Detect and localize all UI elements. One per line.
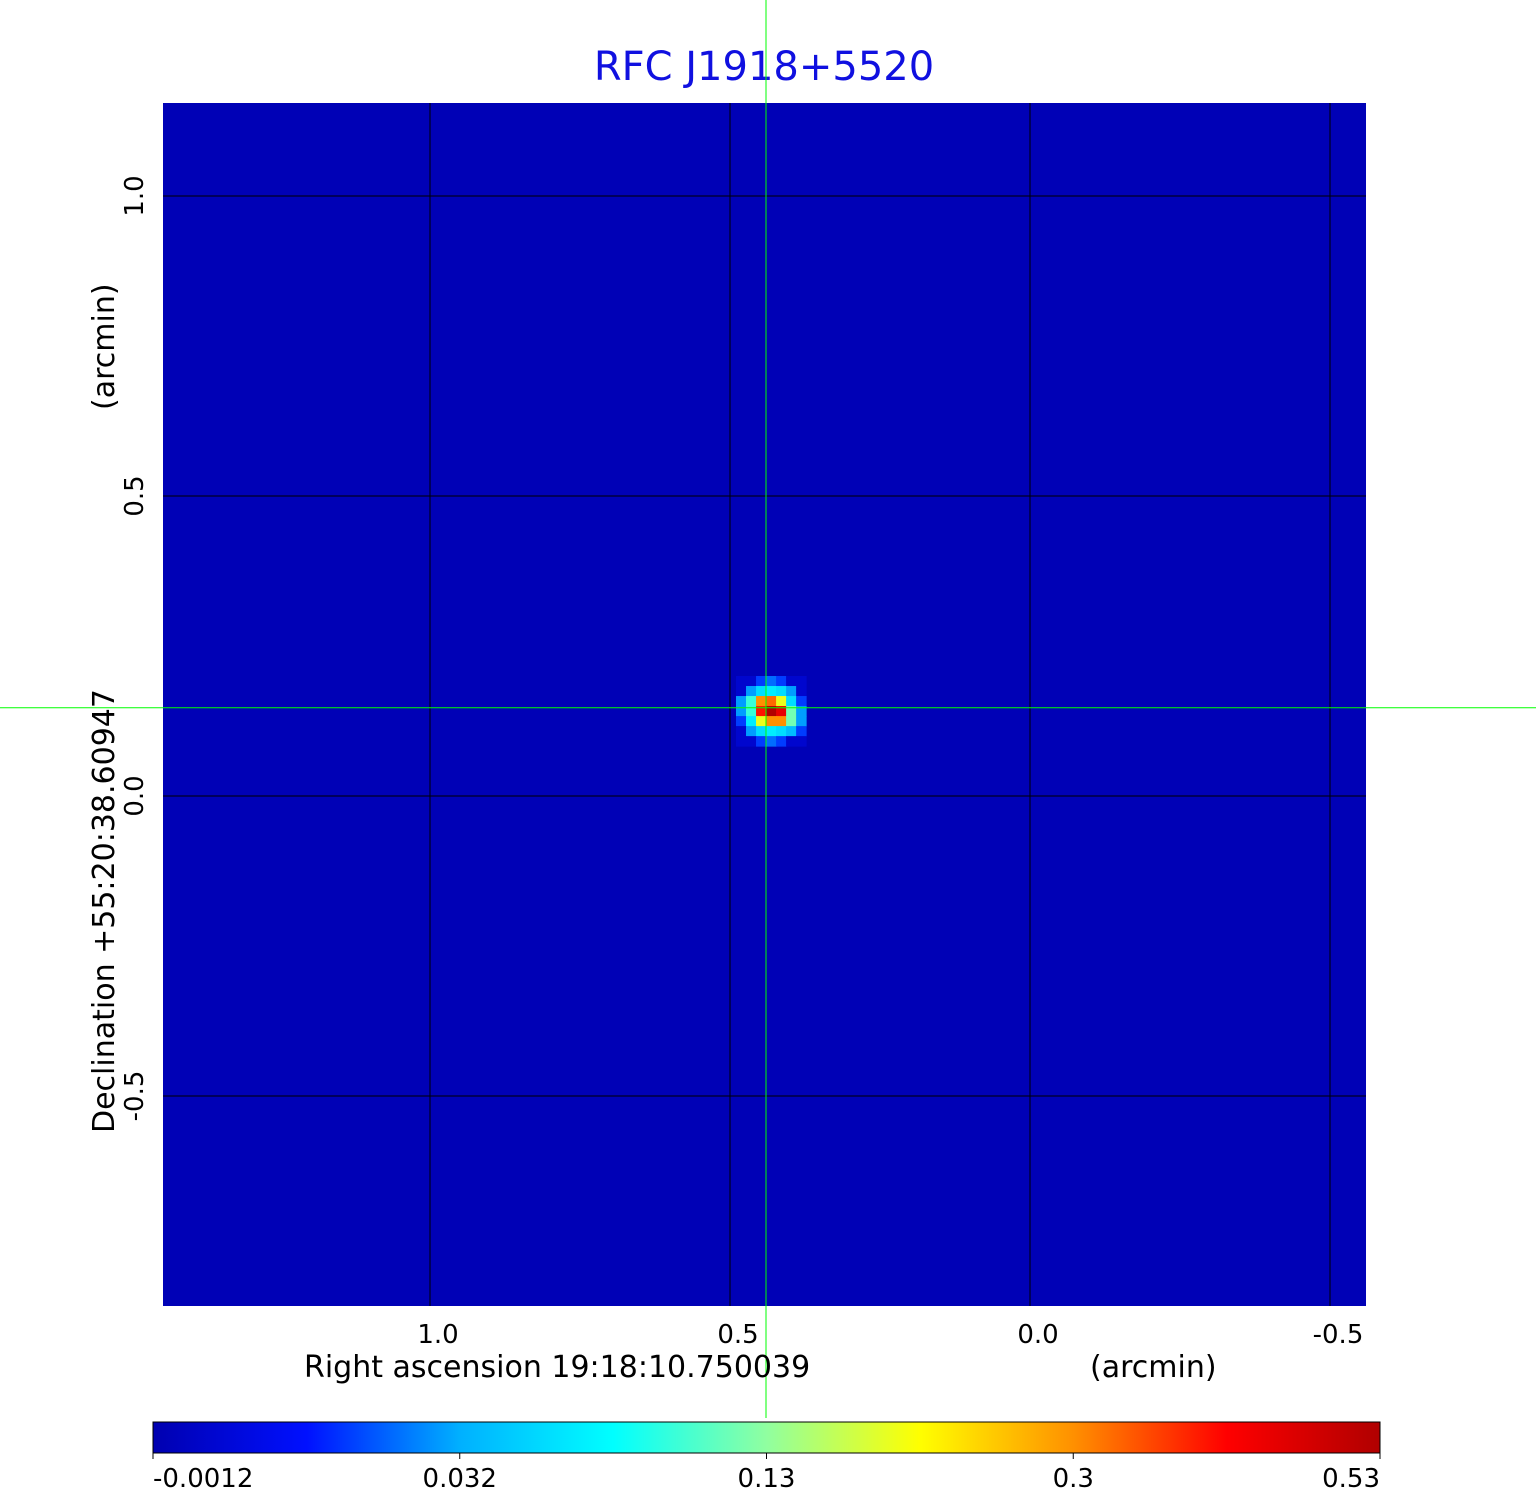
colorbar-tick-label: 0.3	[1053, 1464, 1094, 1494]
image-pixel	[776, 686, 787, 697]
image-pixel	[756, 736, 767, 747]
image-pixel	[746, 696, 757, 707]
image-pixel	[776, 716, 787, 727]
image-pixel	[736, 736, 747, 747]
image-pixel	[796, 716, 807, 727]
image-pixel	[786, 676, 797, 687]
image-pixel	[776, 676, 787, 687]
image-pixel	[756, 686, 767, 697]
image-pixel	[786, 736, 797, 747]
image-pixel	[776, 726, 787, 737]
image-pixel	[746, 706, 757, 717]
image-pixel	[796, 726, 807, 737]
image-pixel	[756, 726, 767, 737]
y-tick-label: -0.5	[120, 1071, 150, 1122]
image-pixel	[766, 696, 777, 707]
image-pixel	[766, 676, 777, 687]
colorbar	[152, 1421, 1381, 1454]
chart-title: RFC J1918+5520	[593, 44, 935, 90]
colorbar-tick-label: -0.0012	[153, 1464, 253, 1494]
image-pixel	[766, 716, 777, 727]
image-pixel	[746, 686, 757, 697]
image-pixel	[796, 706, 807, 717]
x-axis-unit: (arcmin)	[1090, 1350, 1217, 1385]
image-pixel	[736, 726, 747, 737]
image-pixel	[776, 736, 787, 747]
image-pixel	[746, 726, 757, 737]
image-pixel	[756, 676, 767, 687]
image-pixel	[756, 696, 767, 707]
image-pixel	[746, 716, 757, 727]
image-pixel	[736, 716, 747, 727]
image-pixel	[796, 676, 807, 687]
x-tick-label: 0.5	[717, 1320, 758, 1350]
colorbar-tick-label: 0.13	[738, 1464, 796, 1494]
image-pixel	[736, 696, 747, 707]
y-axis-label: Declination +55:20:38.60947	[87, 689, 122, 1133]
x-tick-label: 0.0	[1017, 1320, 1058, 1350]
y-tick-label: 0.5	[120, 475, 150, 516]
image-pixel	[786, 706, 797, 717]
x-tick-label: 1.0	[417, 1320, 458, 1350]
image-pixel	[736, 686, 747, 697]
image-pixel	[746, 676, 757, 687]
image-pixel	[756, 706, 767, 717]
y-tick-label: 1.0	[120, 175, 150, 216]
image-pixel	[786, 686, 797, 697]
image-pixel	[796, 696, 807, 707]
colorbar-tick-label: 0.53	[1322, 1464, 1380, 1494]
image-pixel	[766, 726, 777, 737]
image-pixel	[766, 736, 777, 747]
image-pixel	[786, 716, 797, 727]
image-pixel	[776, 706, 787, 717]
image-pixel	[766, 686, 777, 697]
image-pixel	[786, 696, 797, 707]
image-pixel	[776, 696, 787, 707]
image-pixel	[796, 736, 807, 747]
image-pixel	[766, 706, 777, 717]
image-pixel	[736, 706, 747, 717]
y-tick-label: 0.0	[120, 775, 150, 816]
image-pixel	[786, 726, 797, 737]
x-tick-label: -0.5	[1313, 1320, 1364, 1350]
image-pixel	[796, 686, 807, 697]
image-pixel	[746, 736, 757, 747]
image-pixel	[756, 716, 767, 727]
x-axis-label: Right ascension 19:18:10.750039	[304, 1350, 810, 1385]
image-pixel	[736, 676, 747, 687]
colorbar-tick-label: 0.032	[423, 1464, 497, 1494]
y-axis-unit: (arcmin)	[87, 283, 122, 410]
